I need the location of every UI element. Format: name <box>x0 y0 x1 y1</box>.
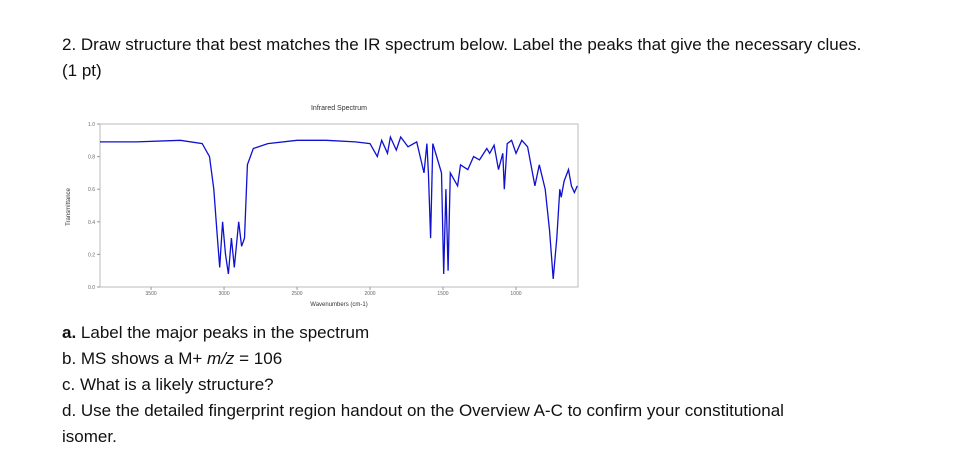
y-tick-label: 0.6 <box>88 187 95 193</box>
y-tick-label: 0.0 <box>88 285 95 291</box>
x-tick-label: 2000 <box>364 291 375 297</box>
x-axis-label: Wavenumbers (cm-1) <box>310 302 367 308</box>
item-bold: a. <box>62 323 77 342</box>
x-tick-label: 1000 <box>510 291 521 297</box>
chart: Infrared Spectrum Wavenumbers (cm-1) Tra… <box>66 105 579 308</box>
y-axis-label: Transmittance <box>66 187 72 225</box>
item: b. MS shows a M+ m/z = 106 <box>62 346 822 372</box>
x-tick-label: 3500 <box>146 291 157 297</box>
y-tick-label: 1.0 <box>88 122 95 128</box>
item-text: b. MS shows a M+ <box>62 349 208 368</box>
x-tick-label: 3000 <box>218 291 229 297</box>
item-text: = 106 <box>234 349 283 368</box>
items: a. Label the major peaks in the spectrum… <box>62 320 822 450</box>
y-tick-label: 0.8 <box>88 155 95 161</box>
x-tick-label: 1500 <box>437 291 448 297</box>
y-tick-label: 0.2 <box>88 252 95 258</box>
spectrum-line <box>100 134 578 279</box>
item: d. Use the detailed fingerprint region h… <box>62 401 784 446</box>
question: 2. Draw structure that best matches the … <box>62 35 862 80</box>
item: a. Label the major peaks in the spectrum <box>62 320 822 346</box>
x-tick-label: 2500 <box>291 291 302 297</box>
y-tick-label: 0.4 <box>88 220 95 226</box>
chart-title: Infrared Spectrum <box>311 105 367 112</box>
plot-frame <box>99 123 579 288</box>
item-italic: m/z <box>207 349 235 368</box>
item: c. What is a likely structure? <box>62 375 274 394</box>
item-text: Label the major peaks in the spectrum <box>76 323 370 342</box>
